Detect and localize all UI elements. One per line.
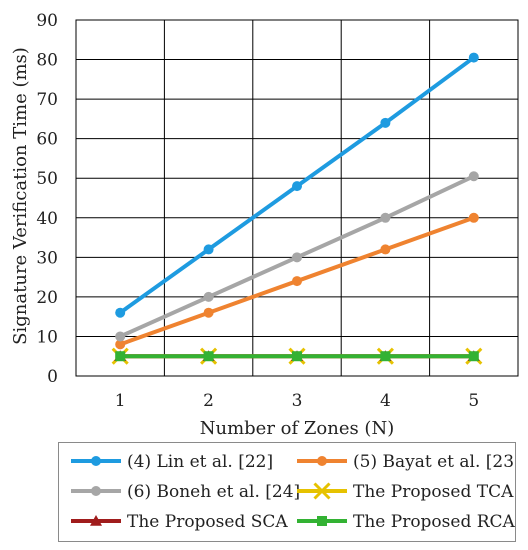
data-point: [203, 351, 214, 362]
series-1: [115, 52, 479, 318]
legend-label: (4) Lin et al. [22]: [127, 452, 273, 472]
x-tick-label: 2: [203, 391, 214, 411]
data-point: [292, 351, 302, 362]
data-point: [91, 486, 101, 496]
data-point: [380, 117, 391, 128]
legend-label: The Proposed TCA: [353, 482, 514, 502]
legend-entry: The Proposed SCA: [71, 512, 288, 532]
data-point: [115, 331, 126, 342]
legend-entry: The Proposed RCA: [297, 512, 516, 532]
legend-entry: (6) Boneh et al. [24]: [71, 482, 300, 502]
data-point: [468, 171, 479, 182]
data-point: [203, 307, 214, 318]
legend-label: The Proposed SCA: [127, 512, 288, 532]
data-point: [292, 181, 302, 192]
x-tick-label: 1: [115, 391, 126, 411]
y-axis-ticks: 0 10 20 30 40 50 60 70 80 90: [36, 11, 58, 387]
data-point: [468, 52, 479, 63]
y-tick-label: 90: [36, 11, 58, 31]
data-point: [380, 351, 391, 362]
legend-label: (6) Boneh et al. [24]: [127, 482, 300, 502]
data-point: [203, 291, 214, 302]
y-tick-label: 70: [36, 90, 58, 110]
x-axis-ticks: 1 2 3 4 5: [115, 391, 479, 411]
grid: [75, 19, 519, 377]
data-point: [91, 456, 101, 466]
series-3: [115, 171, 479, 342]
series-2: [115, 212, 479, 350]
y-tick-label: 30: [36, 248, 58, 268]
legend-label: (5) Bayat et al. [23]: [353, 452, 515, 472]
data-point: [115, 351, 126, 362]
legend-label: The Proposed RCA: [353, 512, 515, 532]
legend: (4) Lin et al. [22] (5) Bayat et al. [23]…: [58, 442, 521, 542]
y-tick-label: 60: [36, 130, 58, 150]
y-axis-label: Signature Verification Time (ms): [10, 47, 31, 345]
y-tick-label: 80: [36, 51, 58, 71]
x-tick-label: 5: [468, 391, 479, 411]
data-point: [292, 276, 302, 287]
data-point: [313, 482, 331, 500]
legend-entries: (4) Lin et al. [22] (5) Bayat et al. [23]…: [71, 452, 521, 532]
data-point: [380, 212, 391, 223]
legend-entry: (5) Bayat et al. [23]: [297, 452, 521, 472]
data-point: [115, 307, 126, 318]
x-tick-label: 3: [292, 391, 303, 411]
legend-entry: (4) Lin et al. [22]: [71, 452, 273, 472]
legend-entry: The Proposed TCA: [297, 482, 514, 502]
data-point: [380, 244, 391, 255]
y-tick-label: 20: [36, 288, 58, 308]
series-group: [111, 52, 483, 365]
data-point: [203, 244, 214, 255]
x-tick-label: 4: [380, 391, 391, 411]
y-tick-label: 10: [36, 327, 58, 347]
y-tick-label: 50: [36, 169, 58, 189]
x-axis-label: Number of Zones (N): [200, 418, 394, 439]
data-point: [317, 456, 327, 466]
data-point: [90, 515, 102, 526]
y-tick-label: 0: [47, 367, 58, 387]
data-point: [468, 351, 479, 362]
data-point: [115, 339, 126, 350]
y-tick-label: 40: [36, 209, 58, 229]
series-6: [115, 351, 479, 362]
data-point: [292, 252, 302, 263]
data-point: [317, 516, 327, 526]
data-point: [468, 212, 479, 223]
